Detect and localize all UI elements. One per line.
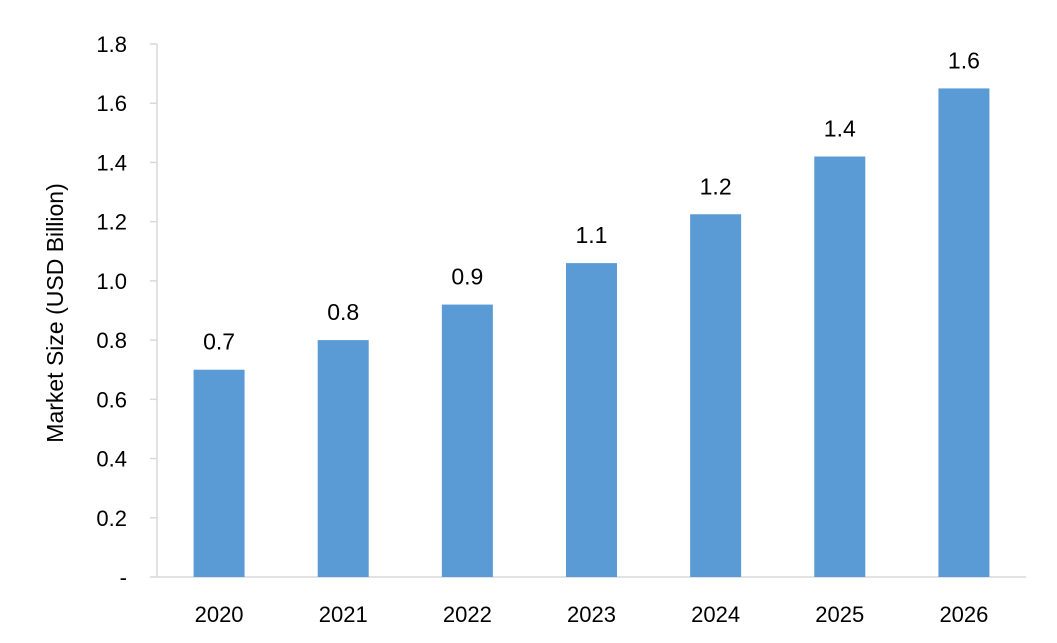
y-axis-title: Market Size (USD Billion) bbox=[42, 183, 68, 442]
bar bbox=[441, 304, 493, 577]
y-tick-label: 1.4 bbox=[96, 150, 127, 175]
y-axis-title-group: Market Size (USD Billion) bbox=[42, 183, 68, 442]
y-tick-label: 0.8 bbox=[96, 328, 127, 353]
bar bbox=[317, 340, 369, 577]
y-tick-label: 1.6 bbox=[96, 91, 127, 116]
x-tick-label: 2021 bbox=[319, 602, 368, 627]
y-tick-label: 0.4 bbox=[96, 447, 127, 472]
data-label: 1.2 bbox=[700, 173, 732, 199]
data-label: 0.7 bbox=[203, 329, 235, 355]
y-tick-label: 0.2 bbox=[96, 506, 127, 531]
data-label: 1.1 bbox=[576, 222, 608, 248]
bar bbox=[814, 156, 866, 577]
bar bbox=[690, 214, 742, 577]
bar bbox=[566, 263, 617, 577]
bars bbox=[193, 88, 990, 578]
data-label: 0.9 bbox=[451, 264, 483, 290]
x-tick-label: 2024 bbox=[691, 602, 740, 627]
data-label: 0.8 bbox=[327, 299, 359, 325]
data-label: 1.4 bbox=[824, 116, 856, 142]
bar bbox=[938, 88, 990, 578]
y-ticks: - 0.2 0.4 0.6 0.8 1.0 1.2 1.4 1.6 1.8 bbox=[96, 32, 157, 590]
y-tick-label: 1.2 bbox=[96, 210, 127, 235]
data-label: 1.6 bbox=[948, 47, 980, 73]
bar bbox=[193, 369, 245, 577]
x-tick-label: 2020 bbox=[195, 602, 244, 627]
x-tick-label: 2026 bbox=[939, 602, 988, 627]
y-tick-label: - bbox=[120, 565, 127, 590]
x-tick-label: 2022 bbox=[443, 602, 492, 627]
data-labels: 0.7 0.8 0.9 1.1 1.2 1.4 1.6 bbox=[203, 47, 980, 354]
y-tick-label: 1.8 bbox=[96, 32, 127, 57]
y-tick-label: 1.0 bbox=[96, 269, 127, 294]
x-tick-label: 2025 bbox=[815, 602, 864, 627]
x-ticks: 2020 2021 2022 2023 2024 2025 2026 bbox=[195, 602, 989, 627]
x-tick-label: 2023 bbox=[567, 602, 616, 627]
y-tick-label: 0.6 bbox=[96, 387, 127, 412]
